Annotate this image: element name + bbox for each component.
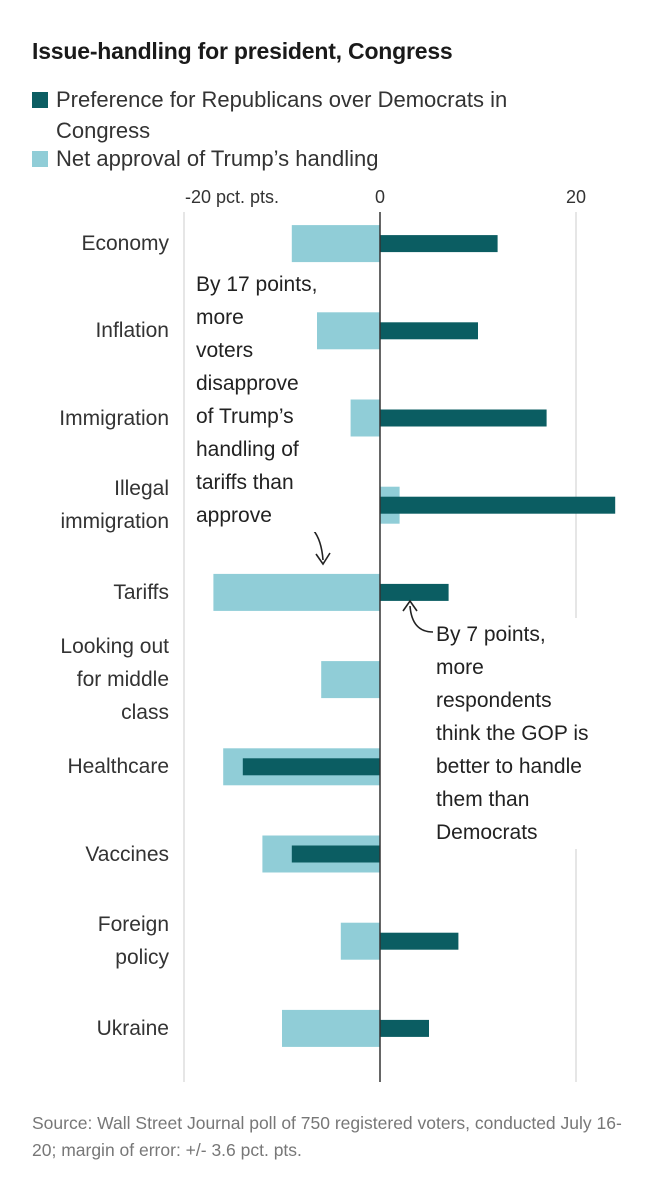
source-note: Source: Wall Street Journal poll of 750 …	[32, 1113, 622, 1160]
legend-swatch-light	[32, 151, 48, 167]
category-label: Tariffs	[113, 580, 169, 604]
bar-net-approval-0	[291, 225, 380, 263]
category-label: Vaccines	[85, 842, 169, 866]
bar-gop-preference-9	[380, 1019, 429, 1037]
bar-gop-preference-6	[242, 758, 380, 776]
category-label: Looking out for middle class	[60, 635, 169, 725]
bar-gop-preference-1	[380, 322, 478, 340]
bar-gop-preference-8	[380, 932, 459, 950]
bar-gop-preference-2	[380, 409, 547, 427]
legend-item-trump-approval: Net approval of Trump’s handling	[32, 143, 556, 174]
arrowhead-tariffs-approval	[315, 552, 331, 566]
annotation-tariffs-approval: By 17 points, more voters disapprove of …	[196, 268, 318, 532]
bar-chart: -20 pct. pts. 0 20	[183, 187, 616, 1082]
x-tick-label-1: 0	[375, 187, 385, 207]
legend-swatch-dark	[32, 92, 48, 108]
category-label: Healthcare	[67, 755, 169, 779]
arrow-tariffs-gop	[409, 605, 434, 633]
bar-net-approval-5	[321, 661, 380, 699]
bar-gop-preference-4	[380, 583, 449, 601]
bar-net-approval-4	[213, 573, 380, 611]
legend-item-republican-preference: Preference for Republicans over Democrat…	[32, 84, 556, 146]
x-tick-label-2: 20	[566, 187, 586, 207]
bar-gop-preference-7	[291, 845, 380, 863]
category-label: Inflation	[95, 319, 169, 343]
category-label: Ukraine	[96, 1016, 169, 1040]
bar-net-approval-2	[350, 399, 380, 437]
category-label: Immigration	[59, 406, 169, 430]
bar-gop-preference-3	[380, 496, 616, 514]
legend-label-light: Net approval of Trump’s handling	[56, 146, 379, 171]
arrowhead-tariffs-gop	[402, 599, 418, 612]
category-label: Economy	[81, 232, 169, 256]
chart-title: Issue-handling for president, Congress	[32, 38, 453, 64]
x-tick-label-0: -20 pct. pts.	[185, 187, 279, 207]
bar-gop-preference-0	[380, 235, 498, 253]
legend-label-dark: Preference for Republicans over Democrat…	[56, 87, 508, 143]
bar-net-approval-8	[340, 922, 380, 960]
category-label: Illegal immigration	[60, 477, 169, 534]
category-label: Foreign policy	[97, 913, 169, 970]
bar-net-approval-9	[282, 1009, 380, 1047]
annotation-tariffs-gop: By 7 points, more respondents think the …	[436, 618, 589, 849]
